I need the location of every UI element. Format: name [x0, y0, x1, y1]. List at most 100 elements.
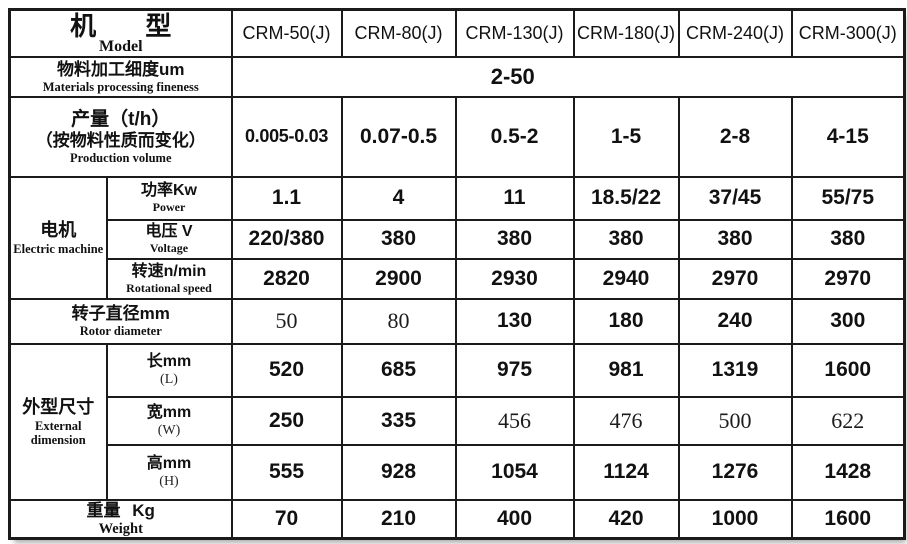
weight-value-cell: 1000 [677, 498, 793, 540]
height-label-cell: 高mm (H) [105, 443, 233, 501]
rotor-value-cell: 180 [572, 297, 680, 345]
height-label-en: (H) [159, 474, 179, 489]
production-label-zh2: （按物料性质而变化） [35, 131, 206, 151]
speed-label-en: Rotational speed [126, 280, 212, 295]
length-value: 685 [380, 358, 417, 382]
height-value: 928 [380, 460, 417, 484]
production-value: 0.5-2 [490, 124, 539, 148]
weight-value-cell: 70 [230, 498, 343, 540]
rotor-value: 130 [496, 309, 533, 333]
production-label-cell: 产量（t/h） （按物料性质而变化） Production volume [8, 95, 233, 178]
voltage-value-cell: 380 [340, 218, 457, 260]
speed-value: 2940 [602, 266, 650, 290]
weight-value-cell: 420 [572, 498, 680, 540]
length-value: 975 [496, 358, 533, 382]
weight-value: 420 [608, 507, 644, 531]
rotor-row: 转子直径mm Rotor diameter 50 80 130 180 240 … [8, 297, 906, 345]
weight-value: 210 [380, 507, 417, 531]
production-value-cell: 1-5 [572, 95, 680, 178]
voltage-value: 380 [608, 227, 644, 251]
power-value-cell: 18.5/22 [572, 175, 680, 221]
voltage-value-cell: 380 [572, 218, 680, 260]
weight-row: 重量 Kg Weight 70 210 400 420 1000 1600 [8, 498, 906, 540]
production-value: 1-5 [610, 124, 642, 148]
fineness-row: 物料加工细度um Materials processing fineness 2… [8, 55, 906, 98]
model-name: CRM-50(J) [242, 22, 331, 43]
rotor-value-cell: 240 [677, 297, 793, 345]
weight-value: 70 [274, 507, 299, 531]
model-column-header: CRM-80(J) [340, 8, 457, 58]
electric-group-en: Electric machine [13, 241, 104, 256]
model-column-header: CRM-300(J) [790, 8, 906, 58]
rotor-value: 300 [830, 309, 866, 333]
fineness-value-cell: 2-50 [230, 55, 906, 98]
rotor-value: 50 [275, 308, 298, 334]
power-label-cell: 功率Kw Power [105, 175, 233, 221]
power-value: 4 [392, 186, 405, 210]
voltage-value: 380 [830, 227, 866, 251]
fineness-value: 2-50 [490, 63, 535, 89]
weight-value: 1600 [824, 507, 872, 531]
model-label-zh: 机 型 [70, 11, 172, 41]
width-value-cell: 335 [340, 395, 457, 446]
spec-table: 机 型 Model CRM-50(J) CRM-80(J) CRM-130(J)… [8, 8, 906, 541]
power-value-cell: 55/75 [790, 175, 906, 221]
weight-value-cell: 1600 [790, 498, 906, 540]
length-value-cell: 685 [340, 342, 457, 398]
power-value-cell: 4 [340, 175, 457, 221]
production-value: 0.07-0.5 [359, 124, 438, 148]
width-row: 宽mm (W) 250 335 456 476 500 622 [10, 395, 906, 446]
height-label-zh: 高mm [146, 455, 192, 473]
header-row: 机 型 Model CRM-50(J) CRM-80(J) CRM-130(J)… [8, 8, 906, 58]
model-column-header: CRM-240(J) [677, 8, 793, 58]
length-value: 981 [608, 358, 644, 382]
length-value: 1600 [824, 358, 872, 382]
speed-label-zh: 转速n/min [131, 262, 207, 280]
rotor-value-cell: 300 [790, 297, 906, 345]
length-value-cell: 520 [230, 342, 343, 398]
speed-value-cell: 2940 [572, 257, 680, 300]
speed-value-cell: 2970 [790, 257, 906, 300]
power-label-zh: 功率Kw [140, 182, 197, 200]
width-value: 476 [609, 407, 643, 433]
power-value-cell: 37/45 [677, 175, 793, 221]
external-group-cell: 外型尺寸 External dimension [8, 342, 108, 501]
height-value-cell: 1124 [572, 443, 680, 501]
rotor-value: 240 [717, 309, 753, 333]
production-row: 产量（t/h） （按物料性质而变化） Production volume 0.0… [8, 95, 906, 178]
model-name: CRM-300(J) [798, 22, 897, 43]
external-group-zh: 外型尺寸 [22, 397, 95, 418]
power-value-cell: 11 [454, 175, 575, 221]
width-value-cell: 622 [790, 395, 906, 446]
height-value-cell: 1054 [454, 443, 575, 501]
rotor-label-cell: 转子直径mm Rotor diameter [8, 297, 233, 345]
speed-value: 2900 [375, 266, 422, 290]
power-value: 37/45 [708, 186, 762, 210]
width-value: 622 [831, 407, 865, 433]
model-header-cell: 机 型 Model [8, 8, 233, 58]
production-value-cell: 2-8 [677, 95, 793, 178]
electric-group-zh: 电机 [40, 220, 77, 241]
production-label-en: Production volume [69, 151, 172, 166]
fineness-label-en: Materials processing fineness [42, 79, 199, 94]
production-value-cell: 0.5-2 [454, 95, 575, 178]
length-row: 外型尺寸 External dimension 长mm (L) 520 685 … [8, 342, 906, 501]
voltage-label-zh: 电压 V [145, 223, 193, 241]
electric-group-cell: 电机 Electric machine [8, 175, 108, 300]
length-value: 1319 [711, 358, 759, 382]
weight-value-cell: 210 [340, 498, 457, 540]
height-row: 高mm (H) 555 928 1054 1124 1276 1428 [10, 443, 906, 501]
speed-value: 2820 [263, 266, 310, 290]
production-value: 2-8 [719, 124, 751, 148]
height-value-cell: 1428 [790, 443, 906, 501]
length-label-cell: 长mm (L) [105, 342, 233, 398]
power-row: 电机 Electric machine 功率Kw Power 1.1 4 11 … [8, 175, 906, 300]
voltage-value: 220/380 [248, 227, 325, 251]
width-value-cell: 250 [230, 395, 343, 446]
production-value-cell: 4-15 [790, 95, 906, 178]
speed-row: 转速n/min Rotational speed 2820 2900 2930 … [10, 257, 906, 300]
speed-value-cell: 2820 [230, 257, 343, 300]
power-value: 55/75 [821, 186, 875, 210]
voltage-value-cell: 380 [677, 218, 793, 260]
